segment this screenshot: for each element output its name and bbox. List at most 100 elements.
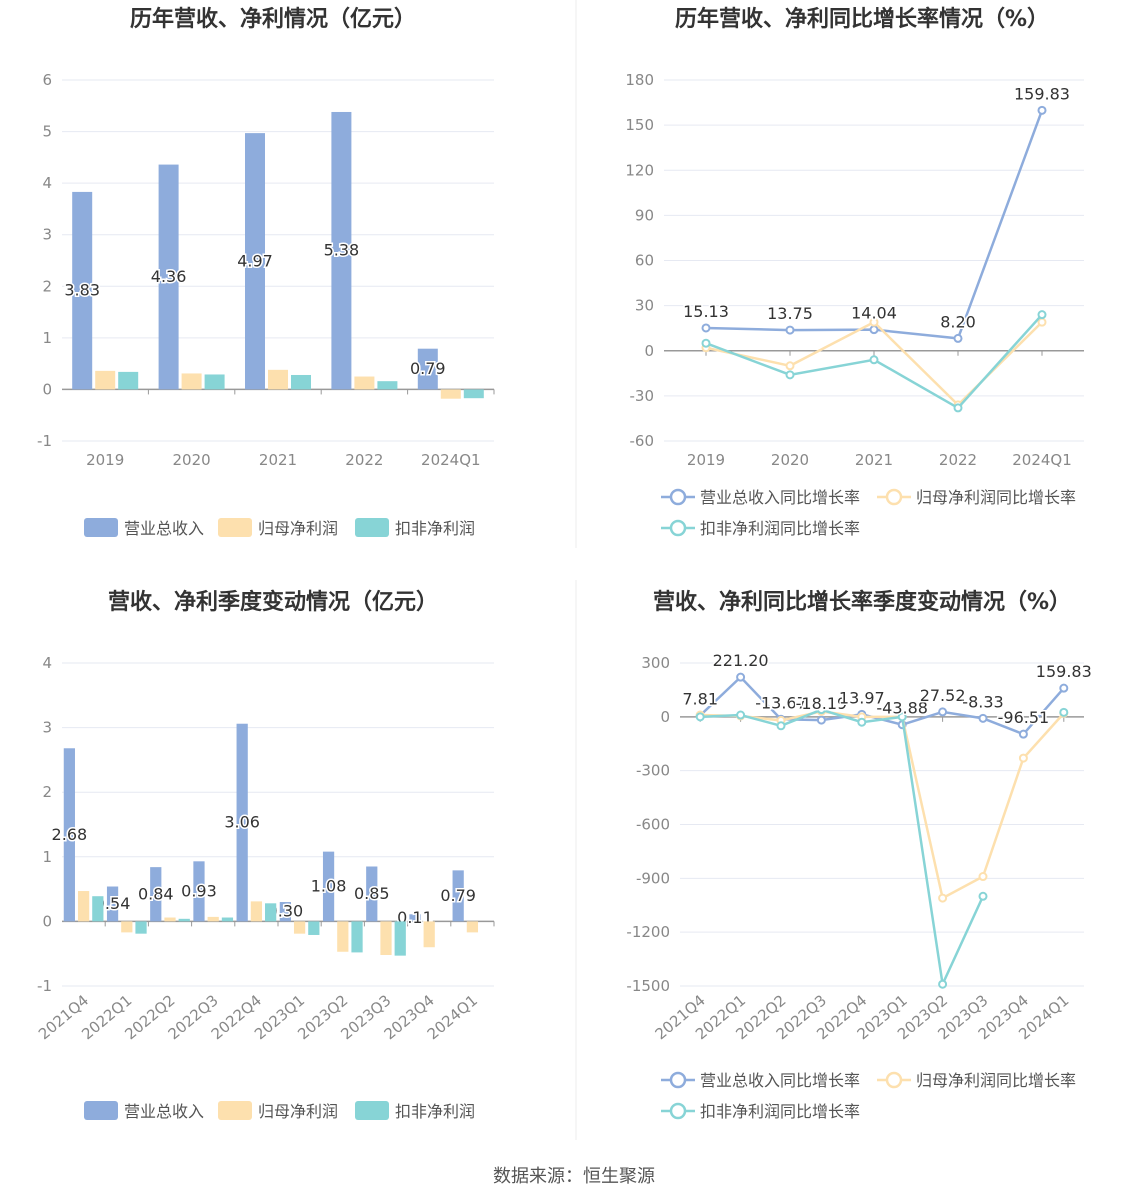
y-tick-label: 6	[42, 71, 52, 89]
bar-revenue	[106, 886, 119, 922]
legend-label-parent-profit: 归母净利润	[258, 519, 338, 538]
y-tick-label: 1	[42, 329, 52, 347]
point-nonrecurring-profit	[953, 403, 963, 413]
chart-title: 历年营收、净利同比增长率情况（%）	[675, 6, 1049, 32]
chart-title: 营收、净利同比增长率季度变动情况（%）	[653, 589, 1071, 615]
point-revenue	[1059, 683, 1069, 693]
bar-nonrecurring-profit	[377, 381, 398, 390]
data-label-revenue-growth: 221.20	[713, 651, 769, 670]
x-tick-label: 2020	[771, 451, 809, 469]
bar-parent-profit	[293, 921, 306, 934]
point-revenue	[1018, 729, 1028, 739]
legend-marker-revenue	[669, 1071, 687, 1089]
bar-revenue	[322, 851, 335, 922]
point-revenue	[869, 325, 879, 335]
y-tick-label: 120	[625, 161, 654, 179]
x-tick-label: 2024Q1	[1012, 451, 1072, 469]
point-nonrecurring-profit	[816, 705, 826, 715]
chart-panel-4: 营收、净利同比增长率季度变动情况（%） -1500 -1200 -900 -600 -30…	[626, 589, 1093, 1121]
point-nonrecurring-profit	[897, 712, 907, 722]
bar-revenue	[236, 723, 248, 922]
point-nonrecurring-profit	[776, 721, 786, 731]
legend-marker-revenue	[669, 488, 687, 506]
y-tick-label: 0	[644, 342, 654, 360]
y-tick-label: 150	[625, 116, 654, 134]
series-line-revenue	[699, 675, 1065, 736]
point-nonrecurring-profit	[785, 370, 795, 380]
bar-parent-profit	[181, 373, 202, 390]
chart-panel-3: 营收、净利季度变动情况（亿元）-1012342021Q42022Q12022Q2…	[35, 589, 495, 1121]
y-tick-label: 2	[42, 783, 52, 801]
point-parent-profit	[938, 893, 948, 903]
legend-marker-nonrecurring-profit	[669, 519, 687, 537]
data-label-revenue: 3.83	[64, 281, 100, 300]
data-label-revenue-growth: 27.52	[920, 686, 966, 705]
bar-parent-profit	[268, 369, 288, 390]
bar-nonrecurring-profit	[394, 921, 406, 956]
bar-nonrecurring-profit	[92, 896, 104, 922]
bar-parent-profit	[121, 921, 133, 933]
chart-panel-2: 历年营收、净利同比增长率情况（%） -60 -30 0 30 60 90 120 150 180 2…	[625, 6, 1084, 538]
legend-label-revenue: 营业总收入	[124, 519, 204, 538]
y-tick-label: 0	[660, 708, 670, 726]
legend-label-revenue: 营业总收入	[124, 1102, 204, 1121]
point-nonrecurring-profit	[1037, 310, 1047, 320]
bar-parent-profit	[95, 370, 116, 390]
bar-revenue	[245, 133, 265, 390]
y-tick-label: -900	[636, 869, 670, 887]
point-revenue	[816, 715, 826, 725]
point-nonrecurring-profit	[736, 710, 746, 720]
legend-marker-nonrecurring-profit	[669, 1102, 687, 1120]
bar-parent-profit	[207, 916, 219, 922]
point-nonrecurring-profit	[978, 891, 988, 901]
legend-swatch-nonrecurring-profit	[355, 1101, 389, 1120]
data-label-revenue: 4.36	[151, 267, 187, 286]
point-parent-profit	[1018, 753, 1028, 763]
bar-revenue	[193, 861, 205, 922]
y-tick-label: -600	[636, 816, 670, 834]
x-tick-label: 2020	[173, 451, 211, 469]
bar-revenue	[63, 748, 75, 922]
point-nonrecurring-profit	[695, 712, 705, 722]
bar-revenue	[417, 348, 438, 390]
point-nonrecurring-profit	[857, 717, 867, 727]
bar-parent-profit	[337, 921, 349, 952]
data-label-revenue-growth: -8.33	[962, 692, 1003, 711]
data-label-revenue: 4.97	[237, 251, 273, 270]
point-nonrecurring-profit	[1059, 707, 1069, 717]
x-tick-label: 2022	[939, 451, 977, 469]
legend-label-parent-profit: 归母净利润	[258, 1102, 338, 1121]
bar-nonrecurring-profit	[135, 921, 147, 934]
x-tick-label: 2019	[687, 451, 725, 469]
bar-nonrecurring-profit	[221, 917, 234, 922]
chart-title: 营收、净利季度变动情况（亿元）	[108, 589, 438, 615]
bar-parent-profit	[423, 921, 435, 948]
y-tick-label: -1200	[626, 923, 670, 941]
data-label-revenue-growth: 8.20	[940, 312, 976, 331]
bar-revenue	[366, 866, 378, 922]
y-tick-label: 0	[42, 380, 52, 398]
y-tick-label: 300	[641, 654, 670, 672]
legend-label-parent-profit: 归母净利润同比增长率	[916, 1071, 1076, 1090]
data-label-revenue: 0.84	[138, 884, 174, 903]
point-revenue	[938, 707, 948, 717]
legend-label-nonrecurring-profit: 扣非净利润同比增长率	[700, 1102, 860, 1121]
y-tick-label: 4	[42, 174, 52, 192]
y-tick-label: 90	[635, 206, 654, 224]
legend-label-nonrecurring-profit: 扣非净利润	[395, 519, 475, 538]
bar-nonrecurring-profit	[463, 389, 484, 399]
bar-nonrecurring-profit	[204, 374, 225, 390]
bar-revenue	[409, 914, 421, 922]
data-label-revenue: 1.08	[311, 877, 347, 896]
legend-swatch-nonrecurring-profit	[355, 518, 389, 537]
point-nonrecurring-profit	[938, 979, 948, 989]
data-label-revenue-growth: 159.83	[1036, 662, 1092, 681]
point-revenue	[978, 713, 988, 723]
series-line-parent-profit	[700, 710, 1065, 900]
bar-revenue	[279, 902, 291, 922]
legend-label-parent-profit: 归母净利润同比增长率	[916, 488, 1076, 507]
point-nonrecurring-profit	[701, 338, 711, 348]
point-parent-profit	[869, 317, 879, 327]
